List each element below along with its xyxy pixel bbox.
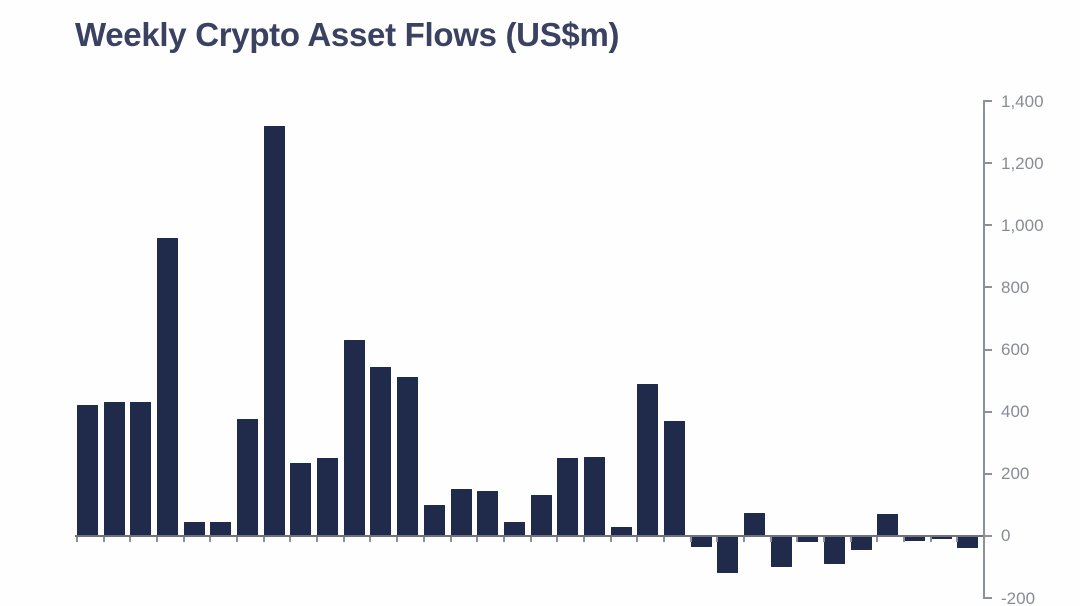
bar-week-2	[103, 402, 125, 536]
x-axis-tick	[449, 536, 452, 542]
x-axis-tick	[796, 536, 799, 542]
bar-week-16	[477, 490, 499, 536]
x-axis-tick	[262, 536, 265, 542]
x-axis-tick	[716, 536, 719, 542]
bar-week-34	[957, 535, 979, 549]
bar-week-15	[450, 489, 472, 536]
y-axis-label--200: -200	[1001, 588, 1036, 606]
y-axis-tick	[983, 162, 992, 165]
x-axis-tick	[876, 536, 879, 542]
x-axis-tick	[342, 536, 345, 542]
y-axis-label-800: 800	[1001, 277, 1030, 297]
x-axis-tick	[689, 536, 692, 542]
x-axis-tick	[903, 536, 906, 542]
bar-week-11	[343, 340, 365, 536]
y-axis-tick	[983, 286, 992, 289]
y-axis-tick	[983, 534, 992, 537]
x-axis-tick	[476, 536, 479, 542]
x-axis-zero-line	[75, 534, 985, 537]
x-axis-tick	[316, 536, 319, 542]
x-axis-tick	[209, 536, 212, 542]
x-axis-tick	[156, 536, 159, 542]
bar-week-30	[850, 535, 872, 550]
chart-title: Weekly Crypto Asset Flows (US$m)	[75, 16, 620, 53]
bar-week-24	[690, 535, 712, 547]
bar-week-32	[904, 535, 926, 541]
y-axis-tick	[983, 472, 992, 475]
x-axis-tick	[102, 536, 105, 542]
x-axis-tick	[769, 536, 772, 542]
x-axis-tick	[422, 536, 425, 542]
bar-week-25	[717, 535, 739, 574]
bar-week-26	[744, 512, 765, 536]
x-axis-tick	[956, 536, 959, 542]
x-axis-tick	[129, 536, 132, 542]
bar-week-22	[637, 383, 659, 536]
x-axis-tick	[609, 536, 612, 542]
bar-week-12	[370, 366, 392, 536]
x-axis-tick	[396, 536, 399, 542]
y-axis-label-1,400: 1,400	[1001, 91, 1044, 111]
y-axis-label-200: 200	[1001, 464, 1030, 484]
x-axis-tick	[369, 536, 372, 542]
y-axis-label-1,000: 1,000	[1001, 215, 1044, 235]
x-axis-tick	[582, 536, 585, 542]
x-axis-tick	[76, 536, 78, 542]
bar-week-17	[503, 521, 525, 536]
x-axis-tick	[743, 536, 745, 542]
x-axis-tick	[662, 536, 665, 542]
bar-week-29	[824, 535, 846, 564]
y-axis-tick	[983, 100, 992, 102]
bar-week-31	[877, 514, 899, 536]
y-axis-tick	[983, 597, 992, 599]
bar-week-14	[423, 504, 445, 536]
x-axis-tick	[636, 536, 639, 542]
bar-week-7	[237, 419, 259, 536]
bar-week-4	[157, 237, 179, 536]
x-axis-tick	[502, 536, 505, 542]
bar-week-33	[930, 535, 952, 539]
bar-week-1	[77, 405, 98, 536]
bar-week-28	[797, 535, 819, 543]
x-axis-tick	[849, 536, 852, 542]
x-axis-tick	[929, 536, 932, 542]
bar-week-19	[557, 458, 579, 536]
y-axis-tick	[983, 410, 992, 413]
x-axis-tick	[556, 536, 559, 542]
x-axis-tick	[236, 536, 239, 542]
bar-week-13	[397, 377, 419, 536]
bar-week-21	[610, 526, 632, 536]
y-axis-label-1,200: 1,200	[1001, 153, 1044, 173]
x-axis-tick	[823, 536, 826, 542]
bar-week-20	[583, 456, 605, 536]
bar-week-3	[130, 402, 152, 536]
y-axis-label-0: 0	[1001, 526, 1011, 546]
bar-week-6	[210, 521, 232, 536]
bar-week-8	[263, 125, 285, 536]
x-axis-tick	[182, 536, 185, 542]
bar-week-9	[290, 462, 312, 536]
bar-week-27	[770, 535, 792, 567]
bar-week-5	[183, 521, 205, 536]
bar-week-18	[530, 495, 552, 536]
y-axis-label-400: 400	[1001, 402, 1030, 422]
x-axis-tick	[289, 536, 292, 542]
y-axis-tick	[983, 348, 992, 351]
bar-week-23	[663, 420, 685, 536]
y-axis-label-600: 600	[1001, 340, 1030, 359]
y-axis-tick	[983, 224, 992, 227]
x-axis-tick	[529, 536, 532, 542]
bar-week-10	[317, 458, 339, 536]
